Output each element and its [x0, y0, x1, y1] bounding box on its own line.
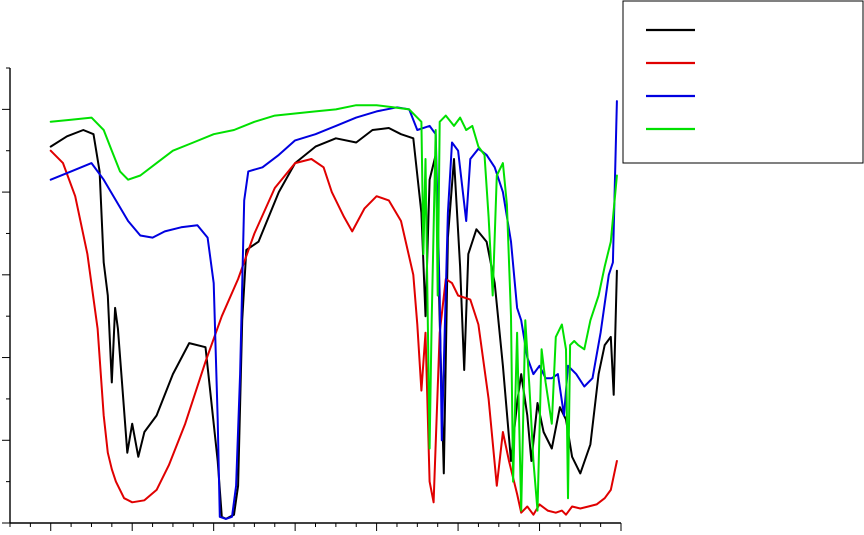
legend-box [622, 0, 864, 164]
x-axis-ticks [9, 523, 622, 531]
legend [622, 0, 864, 164]
series-line-1 [49, 127, 618, 520]
series-line-3 [49, 100, 618, 520]
plot-area [2, 67, 622, 531]
series-layer [49, 100, 618, 520]
series-line-4 [49, 104, 618, 512]
y-axis-ticks [2, 67, 10, 524]
legend-items [646, 28, 695, 131]
series-line-2 [49, 149, 618, 516]
